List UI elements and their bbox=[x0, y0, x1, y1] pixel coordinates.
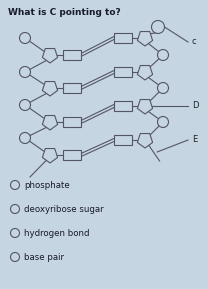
Bar bbox=[63, 83, 81, 93]
Circle shape bbox=[20, 99, 31, 110]
Circle shape bbox=[157, 82, 168, 94]
Polygon shape bbox=[42, 81, 58, 96]
Text: What is C pointing to?: What is C pointing to? bbox=[8, 8, 121, 17]
Bar bbox=[63, 150, 81, 160]
Text: phosphate: phosphate bbox=[24, 181, 70, 190]
Text: c: c bbox=[192, 38, 197, 47]
Bar bbox=[63, 50, 81, 60]
Circle shape bbox=[157, 49, 168, 60]
Text: hydrogen bond: hydrogen bond bbox=[24, 229, 89, 238]
Polygon shape bbox=[137, 32, 153, 46]
Polygon shape bbox=[137, 134, 153, 148]
Bar bbox=[63, 117, 81, 127]
Text: deoxyribose sugar: deoxyribose sugar bbox=[24, 205, 104, 214]
Polygon shape bbox=[42, 149, 58, 163]
Text: D: D bbox=[192, 101, 198, 110]
Polygon shape bbox=[137, 99, 153, 114]
Polygon shape bbox=[137, 66, 153, 80]
Text: E: E bbox=[192, 136, 197, 144]
Circle shape bbox=[157, 116, 168, 127]
Bar bbox=[114, 135, 132, 145]
Circle shape bbox=[20, 66, 31, 77]
Circle shape bbox=[151, 21, 165, 34]
Polygon shape bbox=[42, 49, 58, 63]
Bar bbox=[114, 101, 132, 111]
Bar bbox=[114, 33, 132, 43]
Polygon shape bbox=[42, 116, 58, 130]
Circle shape bbox=[20, 132, 31, 144]
Bar bbox=[114, 67, 132, 77]
Text: base pair: base pair bbox=[24, 253, 64, 262]
Circle shape bbox=[20, 32, 31, 44]
